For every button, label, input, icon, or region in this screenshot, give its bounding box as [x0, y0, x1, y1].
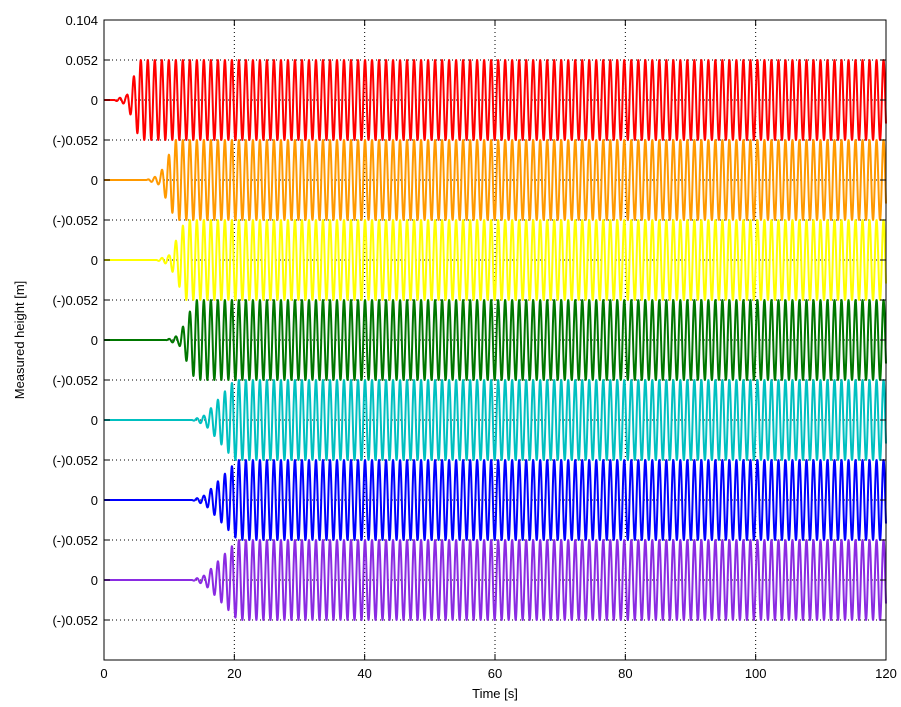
- y-axis-label: Measured height [m]: [12, 281, 27, 400]
- y-tick-label: (-)0.052: [52, 533, 98, 548]
- y-tick-label: 0: [91, 333, 98, 348]
- y-tick-label: 0.052: [65, 53, 98, 68]
- x-tick-label: 20: [227, 666, 241, 681]
- series-line-4: [103, 299, 887, 381]
- y-tick-label: (-)0.052: [52, 213, 98, 228]
- series-line-2: [103, 139, 887, 221]
- axis-ticks: 0.104 0.052 0 (-)0.052 0 (-)0.052 0 (-)0.052 0 (-…: [52, 13, 896, 681]
- series-line-5: [103, 379, 887, 461]
- x-tick-label: 60: [488, 666, 502, 681]
- x-tick-label: 80: [618, 666, 632, 681]
- y-tick-label: 0: [91, 253, 98, 268]
- x-tick-label: 40: [357, 666, 371, 681]
- y-tick-label: 0: [91, 173, 98, 188]
- series-line-1: [103, 59, 887, 141]
- y-tick-label: 0: [91, 493, 98, 508]
- y-tick-label: (-)0.052: [52, 293, 98, 308]
- series-group: [103, 59, 887, 621]
- y-tick-label: (-)0.052: [52, 613, 98, 628]
- x-tick-label: 0: [100, 666, 107, 681]
- series-line-6: [103, 459, 887, 541]
- x-tick-label: 100: [745, 666, 767, 681]
- y-tick-label: 0: [91, 573, 98, 588]
- y-tick-label: 0: [91, 413, 98, 428]
- y-tick-label: 0: [91, 93, 98, 108]
- y-tick-label: 0.104: [65, 13, 98, 28]
- y-tick-label: (-)0.052: [52, 133, 98, 148]
- x-axis-label: Time [s]: [472, 686, 518, 701]
- y-tick-label: (-)0.052: [52, 373, 98, 388]
- series-line-7: [103, 539, 887, 621]
- series-line-3: [103, 219, 887, 301]
- x-tick-label: 120: [875, 666, 897, 681]
- y-tick-label: (-)0.052: [52, 453, 98, 468]
